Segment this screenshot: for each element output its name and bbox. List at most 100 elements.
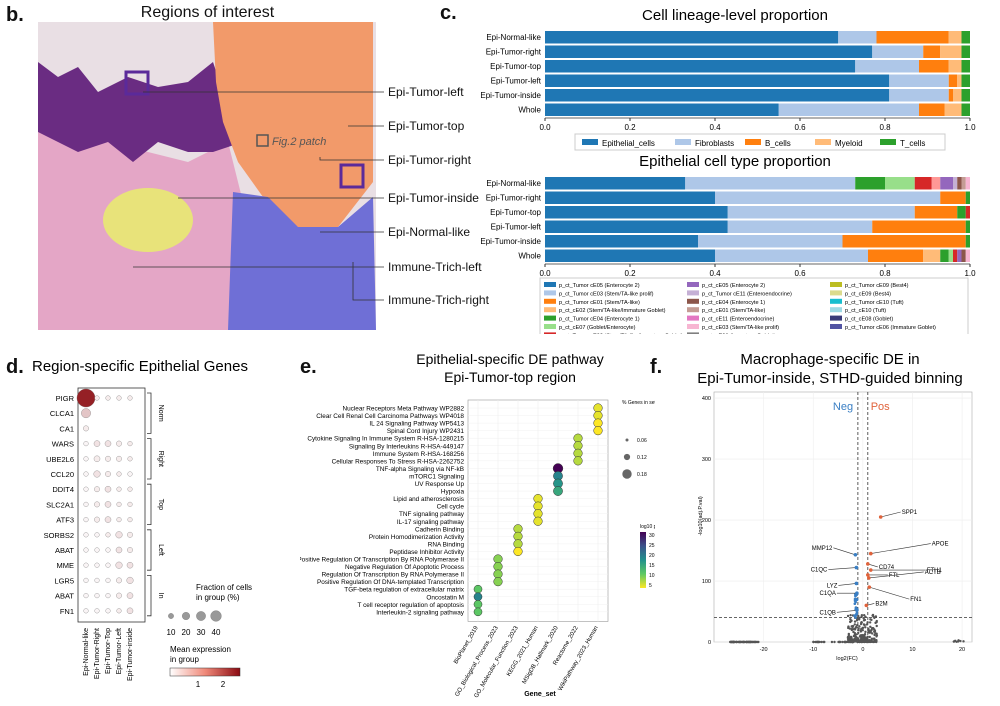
epithelial-bar-segment [545,220,728,233]
dotplot-dot [127,531,133,538]
epithelial-legend-box [539,277,969,334]
dotplot-dot [105,532,111,538]
volcano-point [847,633,851,637]
dotplot-dot [93,440,101,447]
volcano-point [858,625,861,628]
epithelial-bar-segment [961,177,966,190]
epithelial-tick-label: 0.2 [624,269,636,278]
dotplot-dot [83,577,89,583]
volcano-point [863,624,866,627]
pathway-size-legend-dot [622,469,632,479]
epithelial-bar-segment [965,177,970,190]
epithelial-bar-segment [965,191,970,204]
epithelial-bar-segment [931,177,941,190]
pathway-dot [473,584,483,594]
volcano-point-labeled [868,568,873,572]
volcano-gene-label: ACTB [925,570,941,576]
volcano-label-leader [869,586,910,600]
epithelial-bar-segment [965,249,970,262]
dotplot-gene-label: SLC2A1 [46,500,74,509]
epithelial-legend-swatch [687,307,699,313]
pathway-term-label: T cell receptor regulation of apoptosis [358,602,464,609]
volcano-point [857,628,860,632]
dotplot-group-axis-label: Epi-Tumor-inside [127,628,134,681]
dotplot-size-legend-label: 30 [197,628,206,637]
epithelial-bar-segment [914,177,932,190]
dotplot-size-legend-label: 10 [167,628,176,637]
pathway-color-tick: 5 [649,583,652,589]
volcano-label-leader [838,583,857,586]
panel-d-dotplot: Region-specific Epithelial Genes PIGR CLCA… [32,358,252,689]
epithelial-tick-label: 0.8 [879,269,891,278]
dotplot-gene-label: ABAT [55,546,74,555]
lineage-bar-segment [545,89,890,102]
epithelial-bar-segment [940,249,949,262]
dotplot-dot [83,562,89,568]
lineage-bar-segment [876,31,949,44]
pathway-dot [473,592,483,602]
volcano-gene-label: FTL [889,573,900,579]
volcano-point [830,640,834,644]
panel-c-charts: Cell lineage-level proportion Epi-Normal-… [480,7,976,334]
volcano-y-tick-label: 400 [702,396,711,402]
volcano-point-labeled [855,591,859,596]
lineage-bar-segment [889,74,949,87]
epithelial-bar-segment [727,206,915,219]
epithelial-legend-swatch [687,315,699,321]
volcano-gene-label: APOE [932,542,949,548]
volcano-point [848,640,851,644]
dotplot-dot [116,455,122,462]
lineage-legend-swatch [582,139,598,145]
callout-epi-tumor-right: Epi-Tumor-right [388,153,472,167]
volcano-point [959,639,962,643]
volcano-point-labeled [878,515,883,519]
fig2-patch-box [256,134,269,147]
pathway-term-label: Cellular Responses To Stress R-HSA-22627… [332,458,465,465]
lineage-legend-swatch [815,139,831,145]
lineage-bar-segment [961,74,970,87]
pathway-term-label: Peptidase Inhibitor Activity [389,549,464,556]
volcano-point [865,623,869,626]
epithelial-category-label: Whole [518,252,541,261]
dotplot-dot [105,455,111,462]
dotplot-gene-label: DDIT4 [52,485,74,494]
epithelial-legend-label: p_ct_cE01 (Stem/TA-like) [702,308,765,314]
dotplot-dot [94,516,100,523]
volcano-label-leader [828,567,857,570]
dotplot-frame [77,387,146,623]
volcano-point [849,635,852,639]
dotplot-gene-label: ATF3 [56,516,74,525]
volcano-point [860,621,863,624]
epithelial-bar-segment [715,249,868,262]
dotplot-dot [94,486,100,493]
epithelial-bar-segment [545,235,698,248]
volcano-point [871,614,874,617]
pathway-term-label: Positive Regulation Of DNA-templated Tra… [317,579,464,586]
volcano-point [875,624,878,628]
callout-epi-tumor-inside: Epi-Tumor-inside [388,191,479,205]
dotplot-gene-label: CA1 [59,424,74,433]
dotplot-size-legend-label: 40 [212,628,221,637]
dotplot-dot [116,486,122,492]
volcano-point [870,627,874,630]
epithelial-tick-label: 0.0 [539,269,551,278]
lineage-bar-segment [948,31,962,44]
pathway-color-bar [640,532,646,588]
volcano-y-tick-label: 100 [702,579,711,585]
dotplot-gene-label: LGR5 [54,576,74,585]
volcano-point [962,640,965,643]
dotplot-group-bracket [147,483,152,525]
dotplot-size-legend-dot [182,612,190,620]
epithelial-bar-segment [842,235,966,248]
lineage-bar-segment [948,89,953,102]
volcano-point [875,632,878,635]
lineage-bar-segment [545,60,856,73]
dotplot-group-axis-label: Epi-Tumor-Right [94,628,101,679]
volcano-point [851,624,855,628]
lineage-bar-segment [953,89,962,102]
dotplot-dot [94,547,100,553]
dotplot-group-label: Top [157,499,164,510]
epithelial-legend-label: p_ct_Tumor cE10 (Tuft) [845,300,904,306]
tumor-top-region [213,22,373,237]
pathway-term-label: Clear Cell Renal Cell Carcinoma Pathways… [316,413,464,420]
